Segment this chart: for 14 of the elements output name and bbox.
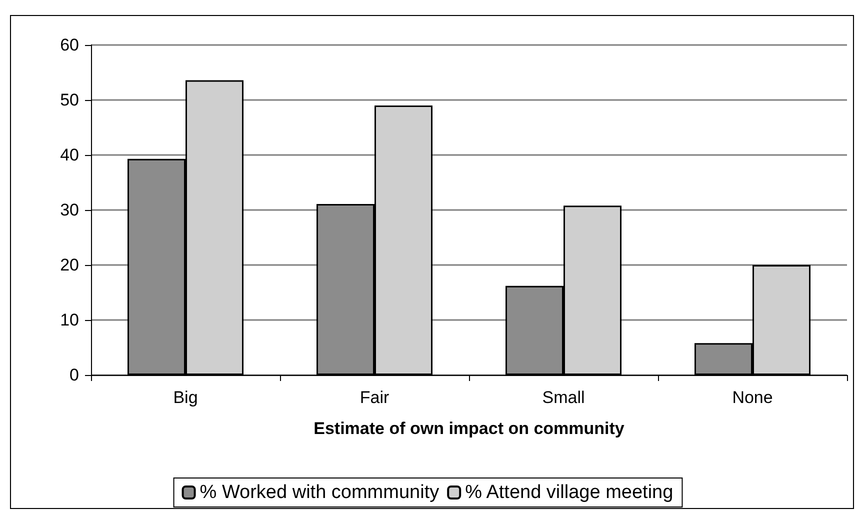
y-tick-label: 50 (60, 90, 79, 110)
y-tick-label: 0 (70, 366, 79, 384)
y-tick-label: 40 (60, 146, 79, 164)
x-tick-label: Fair (360, 388, 390, 407)
x-tick-label: Big (173, 388, 198, 407)
y-tick-label: 60 (60, 36, 79, 54)
x-tick-label: Small (542, 388, 585, 407)
legend-label: % Attend village meeting (465, 482, 674, 503)
x-axis-title: Estimate of own impact on community (314, 419, 625, 438)
y-tick-label: 30 (60, 200, 79, 220)
y-tick-label: 10 (60, 310, 79, 330)
legend-label: % Worked with commmunity (200, 482, 440, 503)
y-tick-label: 20 (60, 256, 79, 274)
x-tick-label: None (732, 388, 773, 407)
